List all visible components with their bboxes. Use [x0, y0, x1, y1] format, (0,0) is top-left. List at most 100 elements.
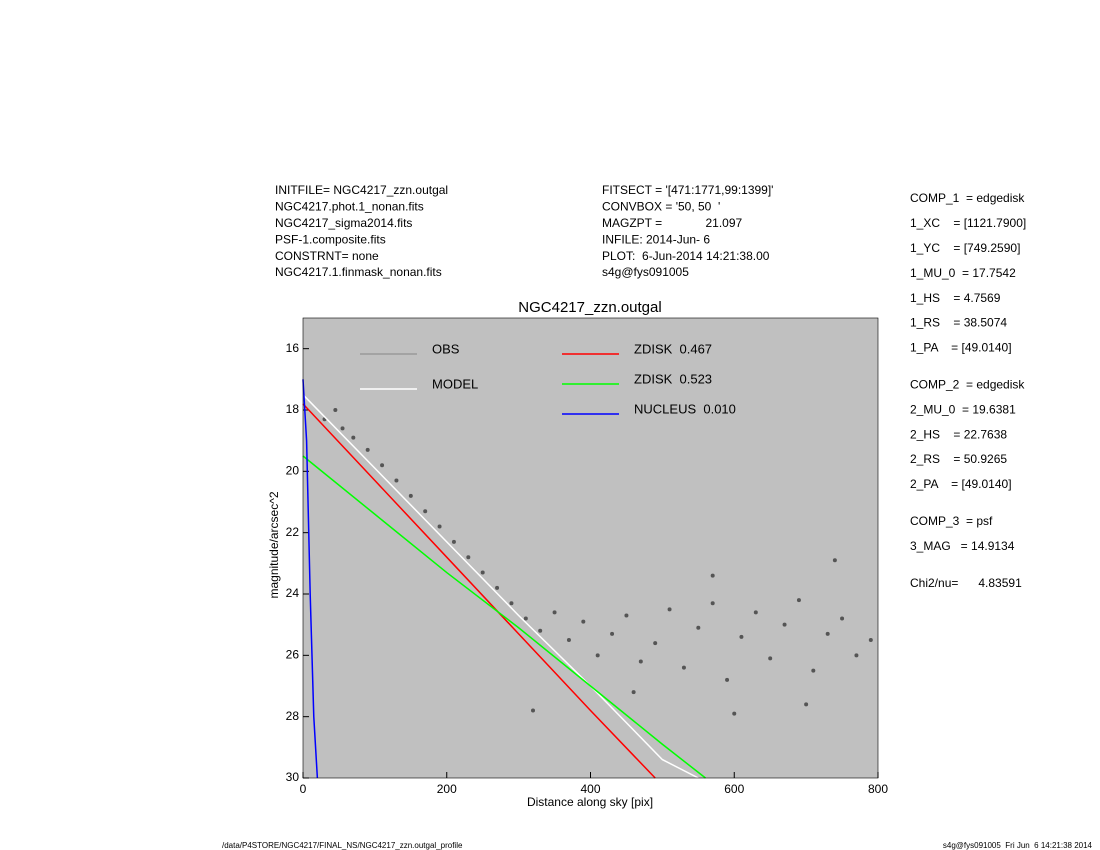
obs-point [840, 616, 845, 621]
model-line [302, 403, 656, 779]
obs-point [581, 619, 586, 624]
obs-point [595, 653, 600, 658]
x-tick-label: 400 [580, 782, 600, 796]
model-line [302, 379, 319, 779]
obs-point [351, 435, 356, 440]
header-middle: s4g@fys091005 [602, 265, 689, 279]
obs-point [825, 631, 830, 636]
chart-title: NGC4217_zzn.outgal [518, 299, 661, 316]
obs-point [725, 677, 730, 682]
model-line [302, 455, 706, 779]
legend-label: OBS [432, 341, 460, 356]
y-tick-label: 26 [286, 648, 300, 662]
legend-label: NUCLEUS 0.010 [634, 401, 736, 416]
parameter: 3_MAG = 14.9134 [910, 539, 1015, 553]
parameter: COMP_1 = edgedisk [910, 191, 1025, 205]
y-tick-label: 30 [286, 770, 300, 784]
parameter: 2_PA = [49.0140] [910, 477, 1012, 491]
obs-point [804, 702, 809, 707]
obs-point [732, 711, 737, 716]
obs-point [782, 622, 787, 627]
x-axis-label: Distance along sky [pix] [527, 795, 653, 809]
obs-point [653, 641, 658, 646]
obs-point [811, 668, 816, 673]
legend-label: MODEL [432, 376, 478, 391]
parameter: COMP_3 = psf [910, 514, 993, 528]
parameter: 1_XC = [1121.7900] [910, 216, 1026, 230]
obs-point [333, 408, 338, 412]
parameter: 1_PA = [49.0140] [910, 341, 1012, 355]
footer-stamp: s4g@fys091005 Fri Jun 6 14:21:38 2014 [943, 841, 1093, 850]
obs-point [610, 631, 615, 636]
y-axis-label: magnitude/arcsec^2 [267, 491, 281, 598]
obs-point [451, 539, 456, 544]
x-tick-label: 800 [868, 782, 888, 796]
header-left: NGC4217.phot.1_nonan.fits [275, 200, 424, 214]
parameter: 1_YC = [749.2590] [910, 241, 1020, 255]
obs-point [480, 570, 485, 575]
y-tick-label: 22 [286, 525, 300, 539]
legend-label: ZDISK 0.523 [634, 371, 712, 386]
header-left: NGC4217_sigma2014.fits [275, 216, 412, 230]
obs-point [667, 607, 672, 612]
obs-point [538, 628, 543, 633]
parameter: 1_RS = 38.5074 [910, 316, 1007, 330]
obs-point [710, 573, 715, 578]
parameter: 2_HS = 22.7638 [910, 427, 1007, 441]
x-tick-label: 600 [724, 782, 744, 796]
x-tick-label: 0 [300, 782, 307, 796]
obs-point [340, 426, 345, 431]
obs-point [710, 601, 715, 606]
header-left: NGC4217.1.finmask_nonan.fits [275, 265, 442, 279]
y-tick-label: 24 [286, 586, 300, 600]
y-tick-label: 20 [286, 464, 300, 478]
obs-point [768, 656, 773, 661]
y-tick-label: 16 [286, 341, 300, 355]
obs-point [437, 524, 442, 529]
parameter: 2_RS = 50.9265 [910, 452, 1007, 466]
header-left: INITFILE= NGC4217_zzn.outgal [275, 183, 448, 197]
obs-point [624, 613, 629, 618]
obs-point [523, 616, 528, 621]
obs-point [631, 690, 636, 695]
obs-point [466, 555, 471, 560]
plot-frame [302, 317, 879, 779]
y-tick-label: 28 [286, 709, 300, 723]
header-middle: INFILE: 2014-Jun- 6 [602, 232, 710, 246]
parameter: 2_MU_0 = 19.6381 [910, 402, 1016, 416]
header-middle: FITSECT = '[471:1771,99:1399]' [602, 183, 773, 197]
obs-point [832, 558, 837, 563]
obs-point [753, 610, 758, 615]
header-left: CONSTRNT= none [275, 249, 379, 263]
obs-point [638, 659, 643, 664]
model-line [302, 394, 699, 779]
obs-point [796, 598, 801, 603]
legend-label: ZDISK 0.467 [634, 341, 712, 356]
header-middle: MAGZPT = 21.097 [602, 216, 742, 230]
header-middle: PLOT: 6-Jun-2014 14:21:38.00 [602, 249, 770, 263]
obs-point [739, 634, 744, 639]
obs-point [696, 625, 701, 630]
parameter: Chi2/nu= 4.83591 [910, 576, 1022, 590]
footer-path: /data/P4STORE/NGC4217/FINAL_NS/NGC4217_z… [222, 841, 463, 850]
parameter: 1_HS = 4.7569 [910, 291, 1001, 305]
obs-point [868, 638, 873, 642]
obs-point [566, 638, 571, 642]
y-tick-label: 18 [286, 402, 300, 416]
header-left: PSF-1.composite.fits [275, 232, 386, 246]
parameter: COMP_2 = edgedisk [910, 377, 1025, 391]
obs-point [854, 653, 859, 658]
parameter: 1_MU_0 = 17.7542 [910, 266, 1016, 280]
obs-point [408, 493, 413, 498]
obs-point [681, 665, 686, 670]
obs-point [531, 708, 535, 713]
plot-background [303, 318, 878, 778]
header-middle: CONVBOX = '50, 50 ' [602, 200, 720, 214]
obs-point [495, 585, 500, 590]
obs-point [365, 447, 370, 452]
obs-point [423, 509, 428, 514]
obs-point [552, 610, 557, 615]
obs-point [380, 463, 385, 468]
